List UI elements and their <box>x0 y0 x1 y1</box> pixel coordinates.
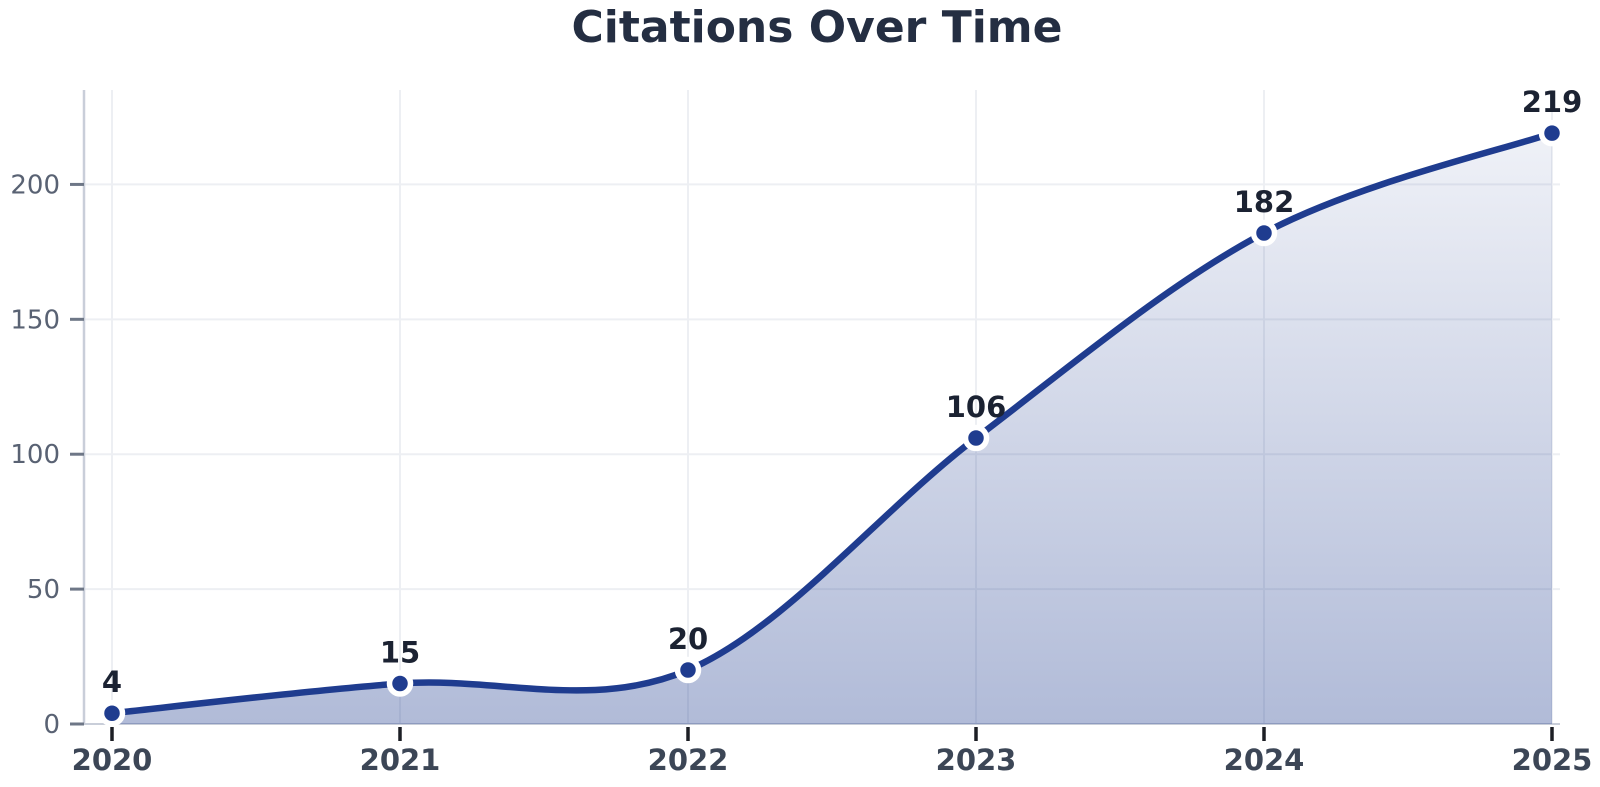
x-axis-tick-label: 2024 <box>1224 743 1305 777</box>
data-point-marker <box>674 656 702 684</box>
y-axis-tick-label: 150 <box>10 305 60 335</box>
data-point-label: 182 <box>1234 185 1295 219</box>
y-axis-tick-label: 50 <box>27 575 60 605</box>
data-point-marker <box>1538 119 1566 147</box>
data-point-label: 4 <box>102 665 122 699</box>
data-point-label: 15 <box>380 636 420 670</box>
y-axis-tick-label: 100 <box>10 440 60 470</box>
y-axis-tick-label: 0 <box>43 710 60 740</box>
data-point-label: 106 <box>946 390 1007 424</box>
x-axis-tick-label: 2022 <box>648 743 729 777</box>
data-point-marker <box>98 699 126 727</box>
trend-line <box>108 129 1556 717</box>
x-axis: 2020 2021 2022 2023 2024 2025 <box>72 727 1593 777</box>
chart-title: Citations Over Time <box>571 2 1063 53</box>
x-axis-tick-label: 2021 <box>360 743 441 777</box>
y-axis-tick-label: 200 <box>10 170 60 200</box>
y-axis: 0 50 100 150 200 <box>10 170 84 740</box>
data-point-marker <box>1250 219 1278 247</box>
data-point-label: 20 <box>668 622 708 656</box>
x-axis-tick-label: 2023 <box>936 743 1017 777</box>
data-point-marker <box>386 670 414 697</box>
x-axis-tick-label: 2020 <box>72 743 153 777</box>
x-axis-tick-label: 2025 <box>1512 743 1593 777</box>
area-fill <box>112 133 1552 724</box>
data-point-marker <box>962 424 990 452</box>
data-point-label: 219 <box>1522 85 1583 119</box>
data-points: 4 15 20 106 182 219 <box>98 85 1583 727</box>
